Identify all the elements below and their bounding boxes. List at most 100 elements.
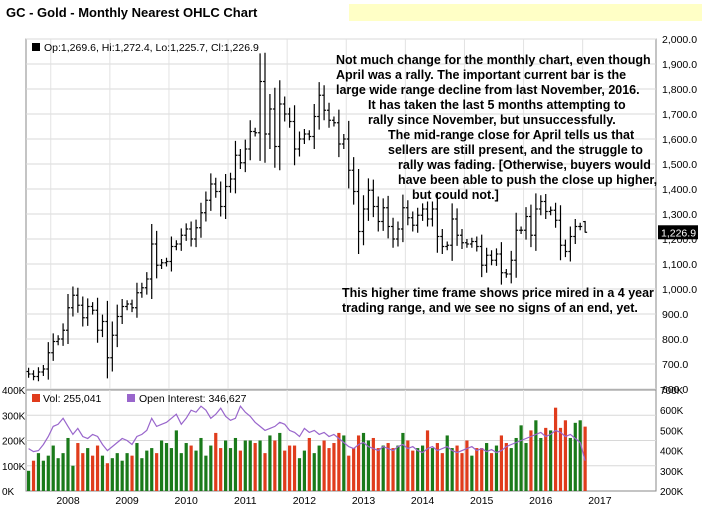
price-tick-label: 1,000.0 (662, 284, 697, 296)
volume-bar (430, 448, 435, 491)
volume-bar (199, 437, 203, 491)
volume-bar (31, 460, 36, 491)
volume-bar (391, 448, 395, 491)
volume-bar (81, 453, 85, 491)
volume-bar (396, 445, 400, 491)
volume-bar (115, 453, 119, 491)
oi-tick-label: 600K (660, 406, 684, 417)
volume-bar (120, 460, 124, 491)
volume-bar (224, 440, 228, 491)
volume-bar (514, 437, 518, 491)
oi-tick-label: 700K (660, 386, 684, 397)
x-tick-label: 2017 (588, 495, 612, 507)
volume-bar (159, 440, 164, 491)
volume-bar (332, 443, 336, 491)
x-tick-label: 2015 (470, 495, 494, 507)
volume-bar (558, 427, 563, 491)
volume-bar (465, 440, 469, 491)
x-tick-label: 2011 (234, 495, 257, 507)
volume-bar (312, 453, 316, 491)
volume-bar (100, 455, 105, 491)
x-tick-label: 2012 (293, 495, 317, 507)
volume-bar (155, 453, 159, 491)
price-tick-label: 2,000.0 (662, 34, 697, 46)
volume-bar (470, 455, 474, 491)
volume-bar (356, 435, 361, 491)
price-legend: Op:1,269.6, Hi:1,272.4, Lo:1,225.7, Cl:1… (44, 42, 259, 54)
volume-bar (174, 430, 178, 491)
price-tick-label: 1,900.0 (662, 59, 697, 71)
volume-bar (455, 445, 459, 491)
volume-bar (445, 435, 449, 491)
volume-bar (189, 445, 193, 491)
volume-bar (233, 437, 238, 491)
annotation-line: trading range, and we see no signs of an… (342, 301, 638, 315)
volume-bar (214, 432, 218, 491)
volume-bar (499, 435, 503, 491)
volume-bar (327, 448, 331, 491)
volume-tick-label: 0K (2, 487, 15, 498)
annotation-line: have been able to push the close up high… (398, 173, 658, 187)
price-badge: 1,226.9 (661, 227, 696, 239)
annotation-line: sellers are still present, and the strug… (388, 143, 643, 157)
volume-bar (485, 443, 489, 491)
volume-bar (86, 448, 90, 491)
volume-bar (228, 448, 233, 491)
volume-bar (253, 443, 257, 491)
volume-bar (504, 443, 508, 491)
vol-legend: Vol: 255,041 (43, 393, 102, 405)
x-tick-label: 2013 (352, 495, 376, 507)
annotation-line: The mid-range close for April tells us t… (388, 128, 635, 142)
price-badge-box (658, 225, 698, 240)
oi-legend-marker (127, 394, 135, 402)
volume-bar (273, 440, 277, 491)
volume-tick-label: 300K (2, 411, 26, 422)
oi-tick-label: 400K (660, 447, 684, 458)
volume-bar (366, 440, 371, 491)
volume-bar (421, 445, 425, 491)
volume-bar (292, 445, 297, 491)
volume-bar (509, 448, 513, 491)
volume-bar (238, 450, 242, 491)
annotation-line: large wide range decline from last Novem… (336, 83, 640, 97)
volume-bar (524, 443, 528, 491)
volume-bar (135, 443, 139, 491)
volume-bar (56, 458, 60, 491)
price-tick-label: 1,800.0 (662, 84, 697, 96)
price-legend-marker (32, 43, 40, 51)
volume-bar (435, 443, 439, 491)
volume-bar (179, 453, 183, 491)
annotation-line: Not much change for the monthly chart, e… (336, 53, 651, 67)
volume-bar (194, 450, 198, 491)
volume-bar (248, 440, 252, 491)
volume-bar (573, 422, 577, 491)
x-tick-label: 2009 (115, 495, 139, 507)
volume-bar (406, 440, 410, 491)
volume-bar (553, 407, 558, 491)
volume-bar (539, 437, 543, 491)
oi-legend: Open Interest: 346,627 (139, 393, 247, 405)
price-tick-label: 1,300.0 (662, 209, 697, 221)
volume-bar (494, 445, 499, 491)
volume-bar (337, 432, 341, 491)
volume-bar (578, 420, 582, 491)
oi-tick-label: 500K (660, 426, 684, 437)
volume-bar (66, 437, 70, 491)
volume-bar (278, 432, 282, 491)
volume-bar (41, 460, 45, 491)
volume-bar (27, 470, 31, 491)
volume-bar (297, 458, 302, 491)
volume-bar (549, 430, 553, 491)
volume-bar (95, 445, 100, 491)
annotation-line: rally was fading. [Otherwise, buyers wou… (398, 158, 651, 172)
volume-bar (411, 450, 415, 491)
price-tick-label: 1,500.0 (662, 159, 697, 171)
price-tick-label: 1,400.0 (662, 184, 697, 196)
volume-bar (110, 458, 114, 491)
volume-bar (91, 455, 95, 491)
volume-bar (480, 448, 484, 491)
volume-bar (440, 453, 444, 491)
volume-bar (105, 463, 109, 491)
